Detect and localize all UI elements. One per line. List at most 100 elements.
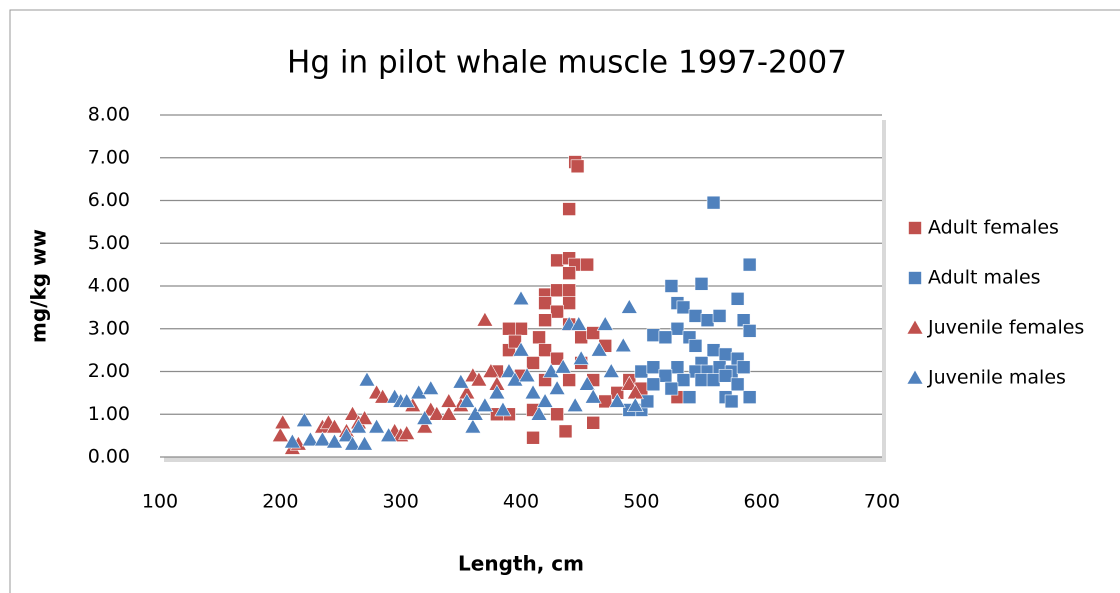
- point: [658, 330, 673, 345]
- point: [410, 384, 428, 400]
- point: [570, 159, 585, 174]
- point: [676, 373, 691, 387]
- point: [742, 257, 757, 272]
- point: [458, 392, 476, 408]
- y-tick-label: 6.00: [88, 189, 130, 211]
- point: [536, 392, 554, 408]
- point: [646, 377, 661, 392]
- point: [380, 427, 398, 442]
- point: [586, 415, 601, 430]
- x-axis-label: Length, cm: [458, 552, 584, 576]
- point: [580, 257, 594, 272]
- point: [664, 381, 679, 396]
- point: [694, 373, 709, 387]
- point: [398, 392, 416, 408]
- point: [538, 343, 552, 357]
- point: [562, 202, 576, 216]
- point: [532, 330, 546, 345]
- point: [548, 379, 566, 395]
- y-tick-label: 7.00: [88, 146, 130, 168]
- y-tick-label: 8.00: [88, 104, 130, 126]
- y-tick-label: 0.00: [88, 446, 130, 468]
- point: [554, 358, 572, 374]
- chart-title: Hg in pilot whale muscle 1997-2007: [287, 45, 847, 81]
- point: [562, 296, 576, 310]
- point: [730, 292, 745, 306]
- point: [506, 371, 524, 387]
- point: [562, 283, 576, 298]
- legend-marker: [908, 271, 922, 285]
- point: [566, 397, 584, 413]
- point: [550, 304, 564, 319]
- point: [356, 409, 374, 425]
- point: [712, 309, 727, 323]
- y-tick-label: 1.00: [88, 403, 130, 425]
- legend-label: Adult males: [928, 267, 1041, 289]
- point: [488, 384, 506, 400]
- point: [526, 430, 540, 445]
- point: [570, 315, 588, 331]
- x-tick-label: 400: [503, 491, 539, 513]
- point: [502, 321, 516, 336]
- point: [374, 388, 392, 404]
- point: [620, 298, 638, 314]
- point: [271, 427, 289, 442]
- point: [584, 388, 602, 404]
- point: [562, 266, 576, 280]
- point: [476, 311, 494, 327]
- point: [295, 412, 313, 427]
- point: [694, 277, 709, 291]
- point: [368, 418, 386, 434]
- point: [470, 371, 488, 387]
- point: [518, 367, 536, 383]
- point: [626, 397, 644, 413]
- point: [664, 279, 679, 293]
- point: [512, 290, 530, 306]
- point: [538, 313, 552, 328]
- point: [337, 427, 356, 442]
- point: [538, 296, 552, 310]
- point: [550, 351, 564, 366]
- legend-marker: [906, 369, 924, 385]
- point: [398, 424, 416, 440]
- legend-label: Juvenile females: [927, 317, 1084, 339]
- point: [416, 409, 434, 425]
- x-tick-label: 600: [744, 491, 780, 513]
- point: [602, 362, 620, 378]
- point: [590, 341, 608, 357]
- point: [440, 405, 458, 421]
- point: [550, 253, 564, 268]
- point: [578, 375, 596, 391]
- point: [350, 418, 368, 434]
- y-tick-label: 2.00: [88, 360, 130, 382]
- x-tick-label: 300: [383, 491, 419, 513]
- point: [572, 350, 590, 365]
- point: [700, 313, 715, 328]
- point: [440, 392, 458, 408]
- point: [634, 364, 649, 379]
- point: [742, 390, 757, 404]
- point: [596, 315, 614, 331]
- legend-marker: [908, 221, 922, 235]
- point: [274, 414, 292, 430]
- point: [670, 321, 685, 336]
- legend-marker: [906, 319, 924, 335]
- point: [574, 330, 588, 345]
- point: [500, 362, 518, 378]
- point: [718, 347, 733, 362]
- point: [658, 368, 673, 383]
- point: [688, 339, 703, 353]
- point: [706, 373, 721, 387]
- point: [718, 368, 733, 383]
- point: [706, 195, 721, 210]
- point: [646, 360, 661, 375]
- point: [608, 392, 626, 408]
- point: [670, 360, 685, 375]
- point: [325, 418, 344, 434]
- point: [301, 431, 319, 447]
- point: [422, 379, 440, 395]
- point: [464, 418, 482, 434]
- point: [313, 431, 331, 447]
- point: [482, 362, 500, 378]
